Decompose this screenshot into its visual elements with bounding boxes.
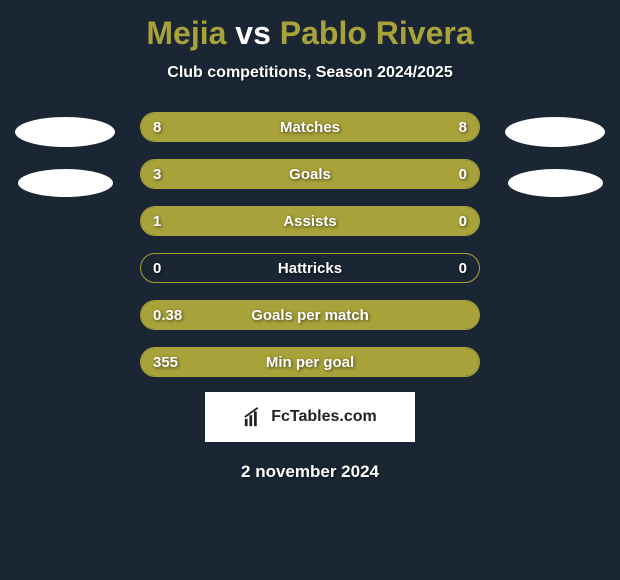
vs-separator: vs	[235, 15, 271, 51]
right-avatar-col	[500, 112, 610, 219]
comparison-card: Mejia vs Pablo Rivera Club competitions,…	[0, 0, 620, 497]
stat-label: Assists	[141, 213, 479, 230]
stat-row-matches: 8 Matches 8	[140, 112, 480, 142]
player-left-name: Mejia	[146, 15, 226, 51]
stat-row-goals: 3 Goals 0	[140, 159, 480, 189]
stat-value-right: 0	[459, 213, 467, 230]
team-placeholder	[508, 169, 603, 197]
stat-label: Goals per match	[141, 307, 479, 324]
stat-label: Min per goal	[141, 354, 479, 371]
stat-row-mpg: 355 Min per goal	[140, 347, 480, 377]
stat-row-assists: 1 Assists 0	[140, 206, 480, 236]
content-row: 8 Matches 8 3 Goals 0 1 Assists 0 0 Hatt…	[10, 112, 610, 377]
subtitle: Club competitions, Season 2024/2025	[10, 64, 610, 82]
stat-value-right: 0	[459, 260, 467, 277]
stat-label: Matches	[141, 119, 479, 136]
left-avatar-col	[10, 112, 120, 219]
date-label: 2 november 2024	[10, 462, 610, 482]
player-right-name: Pablo Rivera	[280, 15, 474, 51]
stat-row-hattricks: 0 Hattricks 0	[140, 253, 480, 283]
logo-text: FcTables.com	[271, 408, 377, 426]
stat-label: Goals	[141, 166, 479, 183]
team-placeholder	[18, 169, 113, 197]
chart-icon	[243, 406, 265, 428]
page-title: Mejia vs Pablo Rivera	[10, 15, 610, 52]
avatar-placeholder	[505, 117, 605, 147]
avatar-placeholder	[15, 117, 115, 147]
stats-bars: 8 Matches 8 3 Goals 0 1 Assists 0 0 Hatt…	[140, 112, 480, 377]
attribution-logo: FcTables.com	[205, 392, 415, 442]
stat-label: Hattricks	[141, 260, 479, 277]
stat-row-gpm: 0.38 Goals per match	[140, 300, 480, 330]
stat-value-right: 0	[459, 166, 467, 183]
stat-value-right: 8	[459, 119, 467, 136]
